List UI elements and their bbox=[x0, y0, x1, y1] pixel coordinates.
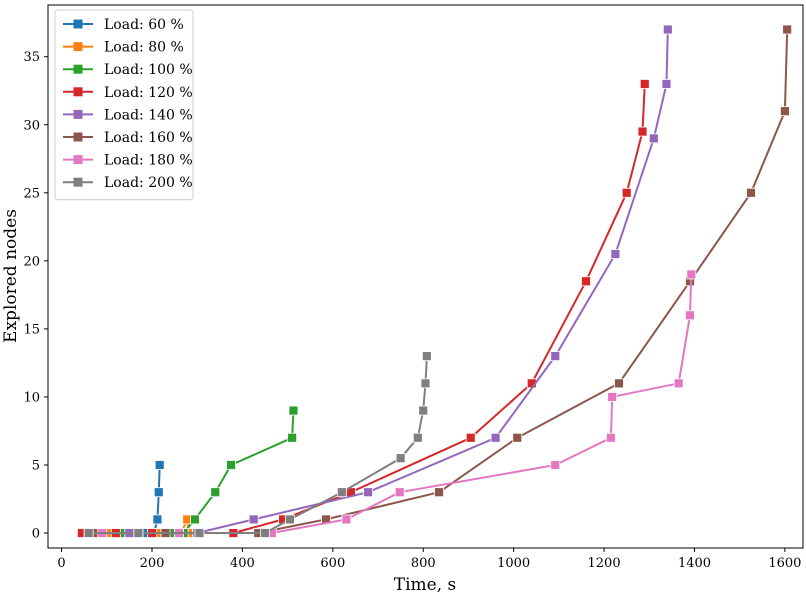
data-point bbox=[395, 453, 406, 464]
data-point bbox=[341, 514, 352, 525]
legend-label: Load: 160 % bbox=[104, 130, 193, 146]
legend-label: Load: 180 % bbox=[104, 153, 193, 169]
x-axis: 0 200 400 600 800 1000 1200 1400 1600 bbox=[57, 548, 801, 571]
legend-entry: Load: 120 % bbox=[63, 85, 193, 101]
legend-entry: Load: 160 % bbox=[63, 130, 193, 146]
legend: Load: 60 % Load: 80 % Load: 100 % Load: 120… bbox=[54, 9, 194, 201]
data-point bbox=[686, 269, 697, 280]
x-tick-label: 1200 bbox=[588, 556, 621, 571]
data-point bbox=[248, 514, 259, 525]
data-point bbox=[363, 487, 373, 498]
data-point bbox=[154, 460, 165, 470]
x-tick-label: 400 bbox=[230, 556, 255, 571]
legend-entry: Load: 200 % bbox=[63, 175, 193, 191]
x-tick-label: 1400 bbox=[678, 556, 711, 571]
y-tick-label: 20 bbox=[23, 254, 40, 269]
data-point bbox=[394, 487, 405, 498]
data-point bbox=[685, 310, 695, 321]
legend-label: Load: 100 % bbox=[104, 62, 193, 78]
data-point bbox=[550, 460, 561, 470]
y-axis-label: Explored nodes bbox=[1, 209, 21, 343]
data-point bbox=[421, 351, 432, 362]
legend-marker bbox=[73, 155, 83, 165]
x-axis-label: Time, s bbox=[394, 575, 457, 595]
x-tick-label: 800 bbox=[411, 556, 436, 571]
data-point bbox=[288, 405, 299, 416]
y-tick-label: 15 bbox=[23, 322, 40, 337]
y-axis: 0 5 10 15 20 25 30 35 bbox=[23, 50, 48, 542]
data-point bbox=[336, 487, 347, 498]
plot-frame bbox=[47, 4, 804, 549]
data-point bbox=[190, 514, 200, 525]
y-tick-label: 0 bbox=[32, 527, 40, 542]
legend-label: Load: 120 % bbox=[104, 85, 193, 101]
data-point bbox=[418, 405, 429, 416]
data-point bbox=[662, 24, 673, 35]
x-tick-label: 1600 bbox=[768, 556, 801, 571]
legend-marker bbox=[73, 109, 83, 119]
data-point bbox=[610, 249, 621, 259]
data-point bbox=[260, 528, 270, 538]
series-8 bbox=[83, 351, 432, 538]
legend-entry: Load: 100 % bbox=[63, 62, 193, 78]
data-point bbox=[607, 392, 618, 402]
data-point bbox=[133, 528, 144, 538]
data-point bbox=[648, 133, 659, 144]
data-point bbox=[83, 528, 94, 538]
x-tick-label: 1000 bbox=[497, 556, 530, 571]
data-point bbox=[152, 514, 163, 525]
data-point bbox=[434, 487, 444, 498]
data-point bbox=[420, 378, 431, 389]
legend-entry: Load: 180 % bbox=[63, 153, 193, 169]
data-point bbox=[412, 432, 423, 443]
data-point bbox=[637, 126, 648, 137]
data-point bbox=[661, 79, 672, 89]
data-point bbox=[621, 187, 632, 198]
legend-marker bbox=[73, 64, 83, 74]
legend-entry: Load: 80 % bbox=[63, 40, 184, 56]
legend-label: Load: 80 % bbox=[104, 40, 184, 56]
data-point bbox=[512, 432, 523, 443]
legend-entry: Load: 140 % bbox=[63, 107, 193, 123]
legend-label: Load: 60 % bbox=[104, 17, 184, 33]
legend-label: Load: 140 % bbox=[104, 107, 193, 123]
y-tick-label: 10 bbox=[23, 390, 40, 405]
series-layer bbox=[77, 24, 793, 538]
x-tick-label: 600 bbox=[320, 556, 345, 571]
data-point bbox=[490, 432, 501, 443]
x-tick-label: 200 bbox=[140, 556, 165, 571]
y-tick-label: 25 bbox=[23, 186, 40, 201]
data-point bbox=[284, 514, 295, 525]
x-tick-label: 0 bbox=[57, 556, 65, 571]
legend-box bbox=[54, 9, 194, 201]
y-tick-label: 5 bbox=[32, 458, 40, 473]
data-point bbox=[550, 351, 561, 362]
data-point bbox=[581, 276, 591, 287]
data-point bbox=[639, 79, 650, 89]
y-tick-label: 35 bbox=[23, 50, 40, 65]
legend-label: Load: 200 % bbox=[104, 175, 193, 191]
legend-marker bbox=[73, 132, 83, 142]
data-point bbox=[287, 432, 298, 443]
data-point bbox=[210, 487, 221, 498]
data-point bbox=[673, 378, 684, 389]
data-point bbox=[782, 24, 793, 35]
legend-marker bbox=[73, 42, 83, 52]
data-point bbox=[194, 528, 205, 538]
y-tick-label: 30 bbox=[23, 118, 40, 133]
data-point bbox=[780, 106, 790, 117]
data-point bbox=[153, 487, 164, 498]
legend-entry: Load: 60 % bbox=[63, 17, 184, 33]
data-point bbox=[226, 460, 236, 470]
data-point bbox=[614, 378, 624, 389]
data-point bbox=[746, 187, 756, 198]
data-point bbox=[605, 432, 616, 443]
legend-marker bbox=[73, 177, 83, 187]
legend-marker bbox=[73, 87, 83, 97]
data-point bbox=[465, 432, 476, 443]
legend-marker bbox=[73, 19, 83, 29]
